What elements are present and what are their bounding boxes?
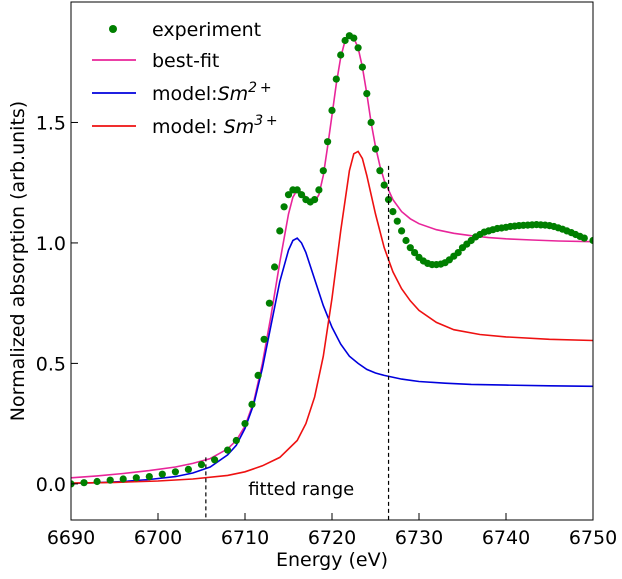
experiment-point bbox=[580, 234, 588, 242]
experiment-point bbox=[254, 371, 262, 379]
x-axis-label: Energy (eV) bbox=[276, 549, 388, 571]
experiment-point bbox=[260, 335, 268, 343]
experiment-point bbox=[398, 227, 406, 235]
experiment-point bbox=[132, 474, 140, 482]
fitted-range-label: fitted range bbox=[248, 479, 354, 500]
experiment-point bbox=[241, 420, 249, 428]
experiment-point bbox=[411, 249, 419, 257]
plot-frame bbox=[70, 1, 594, 521]
experiment-point bbox=[265, 299, 273, 307]
experiment-point bbox=[406, 244, 414, 252]
legend-label: experiment bbox=[152, 19, 261, 41]
legend-marker-experiment bbox=[109, 25, 117, 33]
experiment-point bbox=[293, 186, 301, 194]
experiment-point bbox=[402, 236, 410, 245]
plot-content bbox=[71, 32, 593, 488]
experiment-point bbox=[363, 90, 371, 98]
experiment-point bbox=[276, 227, 284, 235]
y-tick-label: 0.0 bbox=[36, 474, 66, 496]
experiment-point bbox=[284, 191, 293, 199]
y-tick-label: 0.5 bbox=[36, 353, 66, 375]
experiment-point bbox=[211, 456, 219, 464]
experiment-point bbox=[332, 75, 340, 83]
series-group bbox=[71, 32, 593, 488]
experiment-point bbox=[319, 167, 327, 175]
experiment-point bbox=[93, 477, 101, 486]
y-tick-label: 1.0 bbox=[36, 233, 66, 255]
experiment-point bbox=[354, 44, 362, 52]
legend-label: model: Sm3 + bbox=[152, 113, 278, 138]
x-tick-label: 6740 bbox=[482, 527, 530, 549]
experiment-point bbox=[337, 51, 345, 59]
experiment-point bbox=[106, 476, 114, 484]
experiment-point bbox=[184, 465, 192, 473]
y-tick-label: 1.5 bbox=[36, 112, 66, 134]
experiment-point bbox=[197, 461, 206, 469]
experiment-point bbox=[280, 203, 288, 211]
experiment-point bbox=[380, 181, 388, 189]
legend: experiment best-fit model:Sm2 + model: Sm3 … bbox=[92, 19, 278, 138]
experiment-point bbox=[324, 138, 332, 146]
ticks: 6690 6700 6710 6720 6730 6740 6750 0.0 0.5 1.0 1.5 bbox=[36, 112, 617, 549]
experiment-point bbox=[315, 186, 323, 194]
experiment-point bbox=[341, 36, 349, 45]
series-line-2 bbox=[71, 237, 593, 485]
experiment-point bbox=[376, 167, 384, 175]
experiment-point bbox=[271, 263, 279, 271]
x-tick-label: 6710 bbox=[221, 527, 269, 549]
experiment-point bbox=[80, 479, 88, 487]
legend-label: model:Sm2 + bbox=[152, 80, 272, 105]
experiment-point bbox=[232, 436, 240, 445]
experiment-point bbox=[589, 236, 593, 245]
experiment-point bbox=[297, 191, 306, 199]
series-line-1 bbox=[71, 34, 593, 479]
experiment-point bbox=[248, 400, 256, 408]
experiment-point bbox=[119, 475, 127, 483]
experiment-point bbox=[311, 196, 319, 204]
x-tick-label: 6700 bbox=[134, 527, 182, 549]
experiment-point bbox=[158, 470, 166, 478]
experiment-point bbox=[454, 249, 462, 257]
experiment-point bbox=[145, 473, 153, 481]
x-tick-label: 6750 bbox=[569, 527, 617, 549]
experiment-point bbox=[384, 196, 393, 204]
experiment-point bbox=[328, 106, 336, 114]
annotations: fitted range bbox=[205, 165, 390, 520]
x-tick-label: 6730 bbox=[395, 527, 443, 549]
experiment-point bbox=[350, 34, 358, 42]
experiment-point bbox=[371, 145, 380, 153]
x-tick-label: 6720 bbox=[308, 527, 356, 549]
y-axis-label: Normalized absorption (arb.units) bbox=[7, 101, 29, 421]
experiment-point bbox=[389, 208, 397, 216]
experiment-point bbox=[393, 217, 401, 225]
series-line-3 bbox=[71, 150, 593, 484]
x-tick-label: 6690 bbox=[47, 527, 95, 549]
experiment-point bbox=[358, 63, 366, 71]
legend-label: best-fit bbox=[152, 50, 219, 72]
experiment-point bbox=[171, 468, 179, 476]
experiment-point bbox=[224, 446, 232, 454]
experiment-point bbox=[367, 118, 375, 127]
